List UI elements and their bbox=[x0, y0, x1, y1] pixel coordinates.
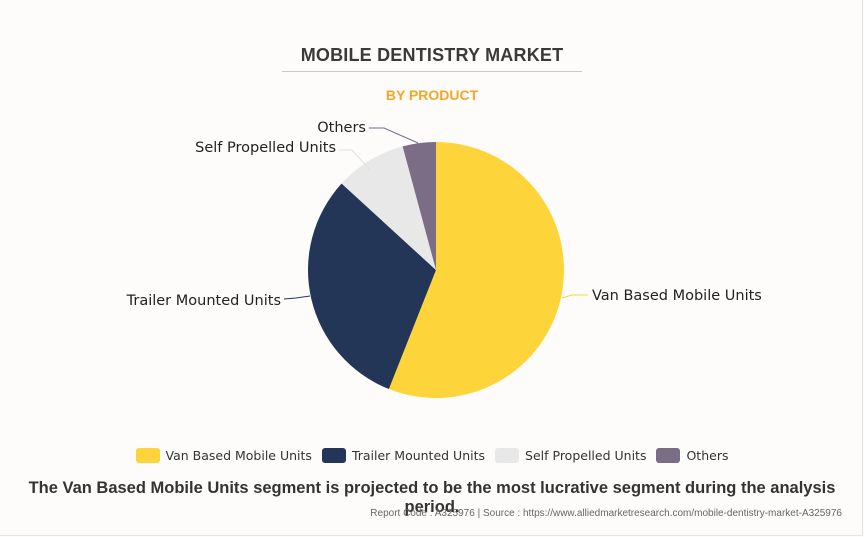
pie-label-self: Self Propelled Units bbox=[195, 140, 336, 156]
chart-subtitle: BY PRODUCT bbox=[385, 87, 479, 103]
legend-swatch-icon bbox=[135, 448, 160, 463]
legend-item-self-propelled[interactable]: Self Propelled Units bbox=[495, 448, 646, 463]
legend-swatch-icon bbox=[495, 448, 520, 463]
leader-line-self bbox=[339, 149, 371, 171]
chart-caption: The Van Based Mobile Units segment is pr… bbox=[28, 479, 836, 516]
pie-label-others: Others bbox=[317, 120, 366, 136]
legend-item-trailer[interactable]: Trailer Mounted Units bbox=[321, 448, 486, 463]
legend-item-others[interactable]: Others bbox=[656, 448, 728, 463]
leader-line-trailer bbox=[283, 295, 311, 300]
legend-label: Van Based Mobile Units bbox=[165, 448, 312, 463]
leader-line-van bbox=[561, 294, 588, 299]
legend-label: Self Propelled Units bbox=[525, 448, 647, 463]
pie-slice-others[interactable] bbox=[402, 142, 436, 270]
legend-swatch-icon bbox=[656, 448, 681, 463]
title-divider bbox=[282, 71, 582, 72]
pie-slice-van[interactable] bbox=[388, 142, 564, 398]
chart-title: MOBILE DENTISTRY MARKET bbox=[300, 45, 564, 65]
pie-label-trailer: Trailer Mounted Units bbox=[126, 293, 281, 309]
pie-slice-trailer[interactable] bbox=[308, 183, 436, 390]
pie-chart: Van Based Mobile Units Trailer Mounted U… bbox=[126, 120, 762, 398]
legend-item-van[interactable]: Van Based Mobile Units bbox=[135, 448, 312, 463]
pie-slice-self-propelled[interactable] bbox=[341, 146, 436, 270]
source-note: Report Code : A325976 | Source : https:/… bbox=[370, 508, 842, 519]
leader-line-others bbox=[369, 127, 419, 144]
chart-legend: Van Based Mobile Units Trailer Mounted U… bbox=[0, 448, 864, 463]
legend-label: Trailer Mounted Units bbox=[351, 448, 486, 463]
legend-label: Others bbox=[686, 448, 729, 463]
pie-label-van: Van Based Mobile Units bbox=[592, 288, 762, 304]
legend-swatch-icon bbox=[321, 448, 346, 463]
